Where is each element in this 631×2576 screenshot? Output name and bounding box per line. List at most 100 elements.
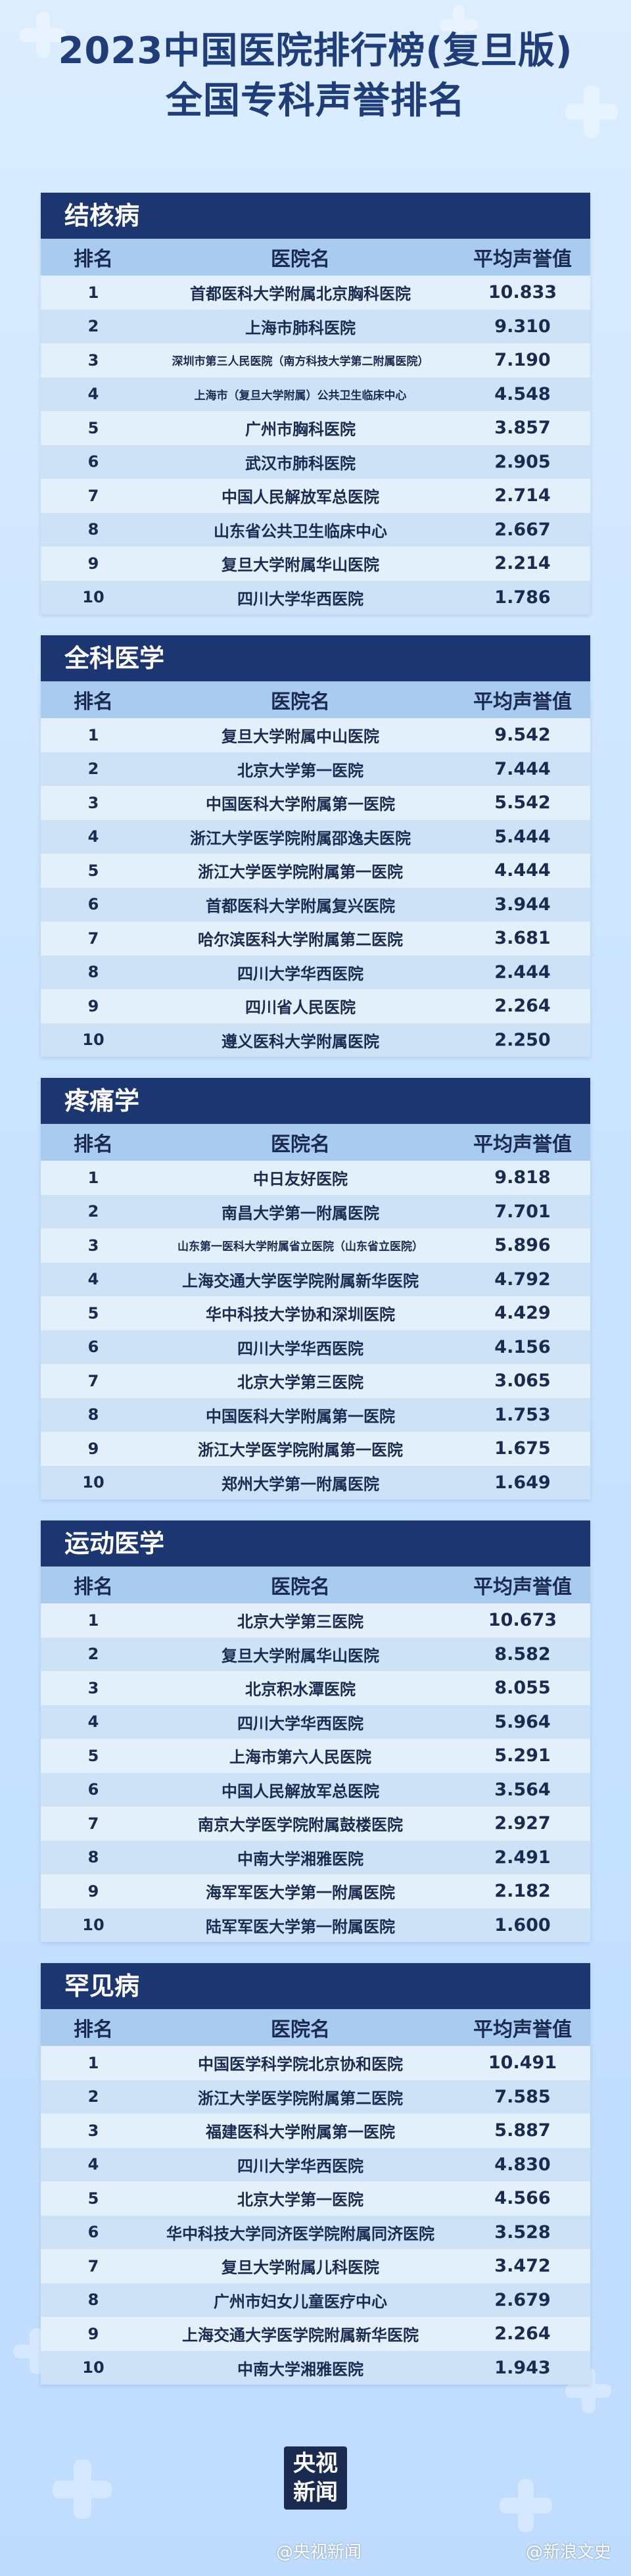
table-row: 5 广州市胸科医院 3.857	[41, 411, 590, 445]
cell-hospital: 复旦大学附属华山医院	[222, 1646, 379, 1665]
cell-hospital: 山东第一医科大学附属省立医院（山东省立医院）	[177, 1240, 423, 1254]
cell-hospital: 浙江大学医学院附属邵逸夫医院	[190, 829, 411, 848]
cell-rank: 8	[87, 1848, 99, 1867]
cell-hospital: 北京大学第一医院	[237, 2191, 363, 2210]
table-row: 8 中南大学湘雅医院 2.491	[41, 1840, 590, 1874]
table-row: 1 首都医科大学附属北京胸科医院 10.833	[41, 276, 590, 310]
cell-score: 2.214	[494, 553, 551, 574]
cell-score: 10.491	[488, 2053, 557, 2074]
table-row: 1 中国医学科学院北京协和医院 10.491	[41, 2046, 590, 2080]
decor-cross-icon	[53, 2460, 112, 2519]
cell-score: 2.667	[494, 519, 551, 540]
cell-hospital: 陆军军医大学第一附属医院	[206, 1917, 395, 1936]
table-row: 3 北京积水潭医院 8.055	[41, 1671, 590, 1705]
decor-cross-icon	[500, 2479, 552, 2532]
cell-score: 2.927	[494, 1813, 551, 1834]
cell-score: 3.944	[494, 894, 551, 915]
table-row: 4 上海市（复旦大学附属）公共卫生临床中心 4.548	[41, 377, 590, 411]
cell-hospital: 四川大学华西医院	[237, 964, 363, 983]
ranking-section: 罕见病 排名 医院名 平均声誉值 1 中国医学科学院北京协和医院 10.491 2 浙江大学医学…	[41, 1963, 590, 2385]
table-row: 9 四川省人民医院 2.264	[41, 989, 590, 1023]
table-header: 排名 医院名 平均声誉值	[41, 681, 590, 718]
cell-rank: 2	[87, 1645, 99, 1664]
cell-rank: 1	[87, 283, 99, 302]
cell-rank: 3	[87, 793, 99, 812]
cell-rank: 9	[87, 1439, 99, 1458]
cell-rank: 7	[87, 1371, 99, 1390]
table-row: 6 华中科技大学同济医学院附属同济医院 3.528	[41, 2215, 590, 2249]
cell-score: 3.472	[494, 2256, 551, 2277]
cell-score: 10.833	[488, 282, 557, 303]
cell-score: 1.649	[494, 1472, 551, 1493]
cell-hospital: 上海市（复旦大学附属）公共卫生临床中心	[194, 389, 407, 402]
cell-hospital: 哈尔滨医科大学附属第二医院	[198, 931, 403, 950]
table-body: 1 北京大学第三医院 10.673 2 复旦大学附属华山医院 8.582 3 北京积水潭医院 8…	[41, 1603, 590, 1942]
logo-line-1: 央视	[293, 2450, 338, 2477]
column-header-rank: 排名	[74, 691, 113, 714]
cell-hospital: 四川大学华西医院	[237, 1339, 363, 1358]
cell-rank: 10	[82, 588, 105, 607]
column-header-rank: 排名	[74, 2018, 113, 2041]
cell-score: 4.444	[494, 860, 551, 881]
section-title: 罕见病	[41, 1963, 590, 2009]
table-row: 4 四川大学华西医院 5.964	[41, 1705, 590, 1739]
table-row: 2 南昌大学第一附属医院 7.701	[41, 1194, 590, 1228]
table-header: 排名 医院名 平均声誉值	[41, 239, 590, 276]
cell-hospital: 四川大学华西医院	[237, 589, 363, 608]
column-header-hospital: 医院名	[271, 1133, 330, 1156]
cell-score: 4.566	[494, 2188, 551, 2209]
table-row: 6 中国人民解放军总医院 3.564	[41, 1772, 590, 1807]
cell-score: 1.600	[494, 1914, 551, 1935]
table-row: 5 浙江大学医学院附属第一医院 4.444	[41, 854, 590, 888]
cell-hospital: 中日友好医院	[253, 1170, 348, 1189]
decor-cross-icon	[20, 12, 66, 58]
cell-hospital: 南昌大学第一附属医院	[222, 1203, 379, 1223]
cell-hospital: 北京大学第三医院	[237, 1373, 363, 1392]
cell-score: 5.542	[494, 792, 551, 814]
table-row: 10 中南大学湘雅医院 1.943	[41, 2350, 590, 2385]
cell-hospital: 北京积水潭医院	[245, 1680, 356, 1699]
page-header: 2023中国医院排行榜(复旦版) 全国专科声誉排名	[0, 26, 631, 126]
table-body: 1 复旦大学附属中山医院 9.542 2 北京大学第一医院 7.444 3 中国医科大学附属第…	[41, 718, 590, 1057]
cell-rank: 5	[87, 418, 99, 437]
table-row: 1 复旦大学附属中山医院 9.542	[41, 718, 590, 752]
cell-rank: 4	[87, 2155, 99, 2174]
cell-hospital: 华中科技大学同济医学院附属同济医院	[166, 2224, 434, 2243]
cell-hospital: 福建医科大学附属第一医院	[206, 2123, 395, 2142]
table-row: 10 郑州大学第一附属医院 1.649	[41, 1465, 590, 1499]
cell-rank: 7	[87, 486, 99, 505]
table-row: 4 浙江大学医学院附属邵逸夫医院 5.444	[41, 819, 590, 854]
table-row: 1 中日友好医院 9.818	[41, 1161, 590, 1195]
cell-rank: 3	[87, 351, 99, 370]
cell-score: 7.585	[494, 2086, 551, 2107]
cell-score: 5.291	[494, 1745, 551, 1766]
cell-score: 4.156	[494, 1336, 551, 1357]
table-row: 9 浙江大学医学院附属第一医院 1.675	[41, 1432, 590, 1466]
cell-rank: 2	[87, 2087, 99, 2106]
cell-score: 4.429	[494, 1303, 551, 1324]
cell-rank: 6	[87, 452, 99, 472]
cell-score: 5.444	[494, 826, 551, 847]
cell-rank: 6	[87, 895, 99, 914]
ranking-section: 全科医学 排名 医院名 平均声誉值 1 复旦大学附属中山医院 9.542 2 北京大学第一医院 7…	[41, 635, 590, 1057]
cell-score: 5.896	[494, 1235, 551, 1256]
table-row: 2 复旦大学附属华山医院 8.582	[41, 1637, 590, 1671]
cell-score: 2.679	[494, 2289, 551, 2310]
cell-rank: 5	[87, 1303, 99, 1323]
cell-hospital: 上海交通大学医学院附属新华医院	[182, 2326, 419, 2345]
column-header-score: 平均声誉值	[473, 691, 572, 714]
table-row: 8 中国医科大学附属第一医院 1.753	[41, 1397, 590, 1432]
cell-hospital: 郑州大学第一附属医院	[222, 1474, 379, 1494]
cell-hospital: 四川大学华西医院	[237, 1714, 363, 1733]
logo-line-2: 新闻	[293, 2479, 338, 2506]
column-header-hospital: 医院名	[271, 248, 330, 271]
table-row: 9 复旦大学附属华山医院 2.214	[41, 547, 590, 581]
cell-rank: 1	[87, 2053, 99, 2072]
table-row: 4 上海交通大学医学院附属新华医院 4.792	[41, 1262, 590, 1296]
cell-hospital: 中国人民解放军总医院	[222, 488, 379, 507]
table-row: 7 南京大学医学院附属鼓楼医院 2.927	[41, 1807, 590, 1841]
cell-hospital: 复旦大学附属中山医院	[222, 727, 379, 746]
cell-hospital: 中南大学湘雅医院	[237, 2360, 363, 2379]
cell-rank: 7	[87, 2256, 99, 2275]
cell-hospital: 浙江大学医学院附属第二医院	[198, 2089, 403, 2108]
